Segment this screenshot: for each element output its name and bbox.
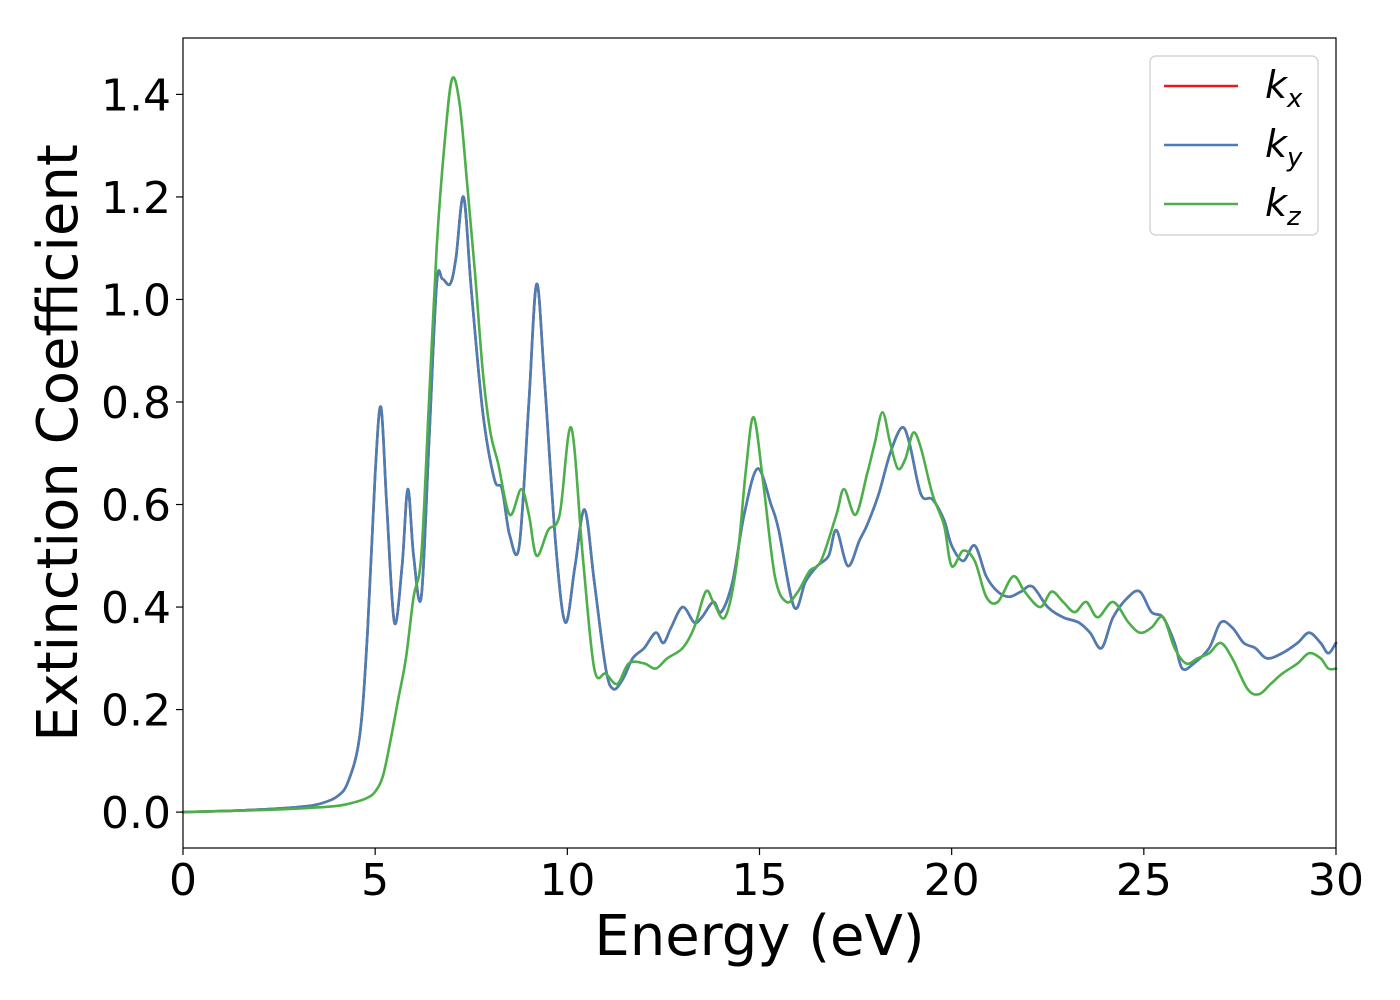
x-axis: 0 5 10 15 20 25 30 <box>169 848 1364 906</box>
y-tick-label: 1.0 <box>101 275 171 326</box>
legend-label-y: ky <box>1265 122 1303 173</box>
y-tick-label: 1.2 <box>101 173 171 224</box>
x-tick-label: 15 <box>732 855 788 906</box>
y-tick-label: 0.2 <box>101 686 171 737</box>
y-axis: 0.0 0.2 0.4 0.6 0.8 1.0 1.2 1.4 <box>101 70 183 839</box>
x-tick-label: 20 <box>924 855 980 906</box>
series-line-z <box>181 76 1338 814</box>
series-layer <box>181 76 1338 814</box>
y-tick-label: 0.8 <box>101 378 171 429</box>
x-tick-label: 5 <box>361 855 389 906</box>
legend-label-x: kx <box>1265 63 1303 114</box>
y-tick-label: 1.4 <box>101 70 171 121</box>
legend-label-z: kz <box>1265 181 1302 232</box>
x-axis-title: Energy (eV) <box>594 904 924 969</box>
legend: kx ky kz <box>1149 55 1319 236</box>
y-tick-label: 0.6 <box>101 481 171 532</box>
y-tick-label: 0.4 <box>101 583 171 634</box>
x-tick-label: 25 <box>1116 855 1172 906</box>
x-tick-label: 30 <box>1308 855 1364 906</box>
legend-entries: kx ky kz <box>1164 63 1303 232</box>
x-tick-label: 10 <box>539 855 595 906</box>
x-tick-label: 0 <box>169 855 197 906</box>
y-axis-title: Extinction Coefficient <box>26 144 91 742</box>
y-tick-label: 0.0 <box>101 788 171 839</box>
